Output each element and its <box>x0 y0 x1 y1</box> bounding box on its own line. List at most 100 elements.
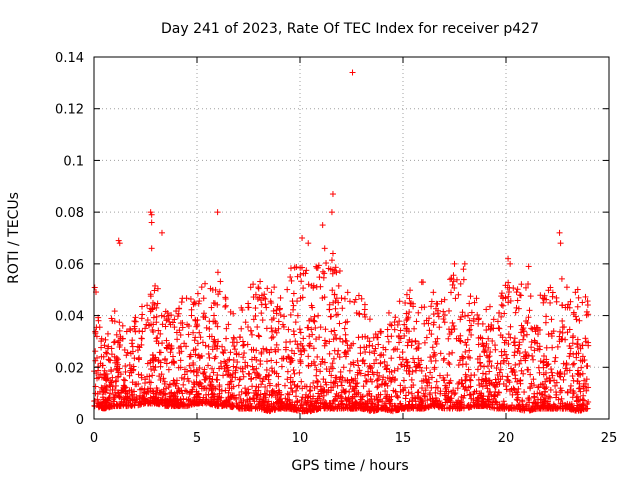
data-point <box>341 349 348 356</box>
data-point <box>233 364 240 371</box>
y-tick-label: 0.02 <box>55 361 84 376</box>
data-point <box>428 403 435 410</box>
data-point <box>356 311 363 318</box>
y-tick-label: 0.12 <box>55 103 84 118</box>
data-point <box>478 392 485 399</box>
data-point <box>493 405 500 412</box>
data-point <box>557 328 564 335</box>
data-point <box>235 404 242 411</box>
data-point <box>162 323 169 330</box>
data-point <box>255 284 262 291</box>
data-point <box>157 349 164 356</box>
data-point <box>154 387 161 394</box>
data-point <box>177 364 184 371</box>
data-point <box>485 354 492 361</box>
data-point <box>290 328 297 335</box>
data-point <box>514 378 521 385</box>
data-point <box>552 382 559 389</box>
data-point <box>350 340 357 347</box>
data-point <box>270 307 277 314</box>
data-point <box>483 377 490 384</box>
data-point <box>158 312 165 319</box>
data-point <box>296 326 303 333</box>
data-point <box>205 362 212 369</box>
data-point <box>277 312 284 319</box>
data-point <box>209 346 216 353</box>
data-point <box>341 325 348 332</box>
data-point <box>231 346 238 353</box>
data-point <box>461 386 468 393</box>
data-point <box>110 396 117 403</box>
data-point <box>351 405 358 412</box>
data-point <box>396 400 403 407</box>
data-point <box>194 290 201 297</box>
data-point <box>205 391 212 398</box>
data-point <box>490 395 497 402</box>
data-point <box>371 360 378 367</box>
data-point <box>430 353 437 360</box>
data-point <box>501 339 508 346</box>
data-point <box>420 279 427 286</box>
data-point <box>535 364 542 371</box>
data-point <box>107 390 114 397</box>
data-point <box>161 313 168 320</box>
data-point <box>564 367 571 374</box>
data-point <box>305 362 312 369</box>
data-point <box>321 359 328 366</box>
data-point <box>415 309 422 316</box>
data-point <box>480 343 487 350</box>
data-point <box>166 341 173 348</box>
data-point <box>483 352 490 359</box>
data-point <box>531 393 538 400</box>
data-point <box>430 311 437 318</box>
data-point <box>517 357 524 364</box>
data-point <box>574 402 581 409</box>
data-point <box>310 358 317 365</box>
data-point <box>483 306 490 313</box>
data-point <box>462 339 469 346</box>
data-point <box>319 222 326 229</box>
data-point <box>306 333 313 340</box>
data-point <box>268 357 275 364</box>
data-point <box>382 380 389 387</box>
data-point <box>411 359 418 366</box>
data-point <box>155 327 162 334</box>
data-point <box>98 344 105 351</box>
x-tick-label: 15 <box>395 431 412 446</box>
data-point <box>159 340 166 347</box>
data-point <box>385 309 392 316</box>
data-point <box>144 385 151 392</box>
data-point <box>363 377 370 384</box>
data-point <box>581 397 588 404</box>
data-point <box>474 311 481 318</box>
data-point <box>460 404 467 411</box>
data-point <box>473 295 480 302</box>
data-point <box>263 304 270 311</box>
data-point <box>189 388 196 395</box>
data-point <box>249 363 256 370</box>
x-tick-label: 10 <box>292 431 309 446</box>
data-point <box>392 375 399 382</box>
data-point <box>415 340 422 347</box>
data-point <box>174 336 181 343</box>
data-point <box>231 343 238 350</box>
data-point <box>525 366 532 373</box>
data-point <box>254 295 261 302</box>
data-point <box>480 403 487 410</box>
data-point <box>138 400 145 407</box>
data-point <box>263 366 270 373</box>
data-point <box>446 331 453 338</box>
data-point <box>287 338 294 345</box>
data-point <box>344 342 351 349</box>
data-point <box>378 351 385 358</box>
data-point <box>374 401 381 408</box>
data-point <box>460 276 467 283</box>
data-point <box>260 395 267 402</box>
data-point <box>467 293 474 300</box>
data-point <box>180 395 187 402</box>
data-point <box>390 346 397 353</box>
data-point <box>423 334 430 341</box>
data-point <box>273 341 280 348</box>
data-point <box>163 345 170 352</box>
data-point <box>415 393 422 400</box>
